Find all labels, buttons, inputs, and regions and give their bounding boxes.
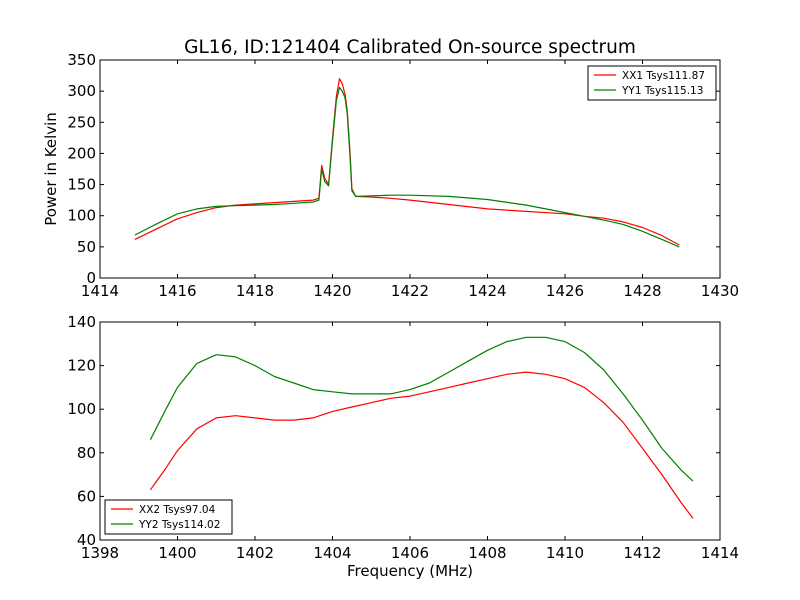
x-tick-label: 1404 [313,544,351,562]
x-tick-label: 1410 [546,544,584,562]
series-line-xx [134,78,680,246]
legend-box [587,65,717,101]
y-tick-label: 100 [67,400,96,418]
y-tick-label: 40 [77,531,96,549]
y-tick-label: 60 [77,487,96,505]
x-tick-label: 1422 [391,282,429,300]
y-tick-label: 250 [67,113,96,131]
x-tick-label: 1420 [313,282,351,300]
y-tick-label: 300 [67,82,96,100]
y-tick-label: 50 [77,238,96,256]
x-tick-label: 1412 [623,544,661,562]
x-tick-label: 1400 [158,544,196,562]
x-tick-label: 1426 [546,282,584,300]
x-tick-label: 1430 [701,282,739,300]
x-tick-label: 1402 [236,544,274,562]
y-tick-label: 140 [67,313,96,331]
legend-box [104,499,233,535]
series-line-yy [134,86,680,248]
x-tick-label: 1418 [236,282,274,300]
x-tick-label: 1408 [468,544,506,562]
y-tick-label: 0 [86,269,96,287]
x-tick-label: 1414 [81,282,119,300]
y-tick-label: 100 [67,207,96,225]
x-tick-label: 1428 [623,282,661,300]
upper-spectrum-plot: 1414 1416 1418 1420 1422 1424 1426 1428 1430 0 50 1… [42,51,739,300]
legend-entry: XX2 Tsys97.04 [139,504,216,516]
x-tick-label: 1424 [468,282,506,300]
x-axis-label: Frequency (MHz) [347,562,473,580]
y-tick-label: 120 [67,357,96,375]
legend-entry: XX1 Tsys111.87 [622,70,705,82]
lower-spectrum-plot: 1398 1400 1402 1404 1406 1408 1410 1412 1414 40 60… [67,313,739,580]
series-line-xx [149,371,694,519]
y-tick-label: 200 [67,144,96,162]
y-axis-label: Power in Kelvin [42,112,60,226]
x-tick-label: 1416 [158,282,196,300]
legend-entry: YY1 Tsys115.13 [621,85,703,97]
y-tick-label: 80 [77,444,96,462]
y-tick-label: 350 [67,51,96,69]
x-tick-label: 1406 [391,544,429,562]
legend-entry: YY2 Tsys114.02 [138,519,220,531]
x-tick-label: 1414 [701,544,739,562]
x-tick-label: 1398 [81,544,119,562]
chart-title: GL16, ID:121404 Calibrated On-source spe… [184,37,636,58]
series-line-yy [149,336,694,482]
y-tick-label: 150 [67,176,96,194]
